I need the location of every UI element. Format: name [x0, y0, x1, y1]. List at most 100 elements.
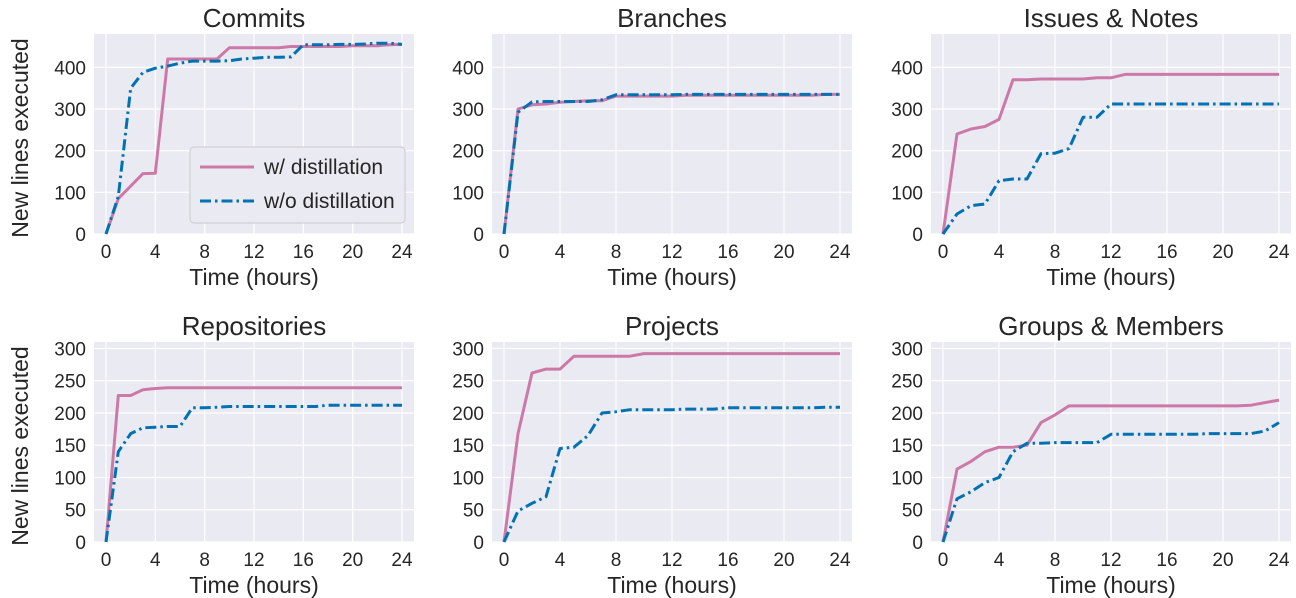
x-tick-label: 0 [101, 550, 112, 571]
x-tick-label: 4 [150, 242, 161, 263]
x-tick-label: 20 [342, 242, 363, 263]
y-tick-label: 200 [891, 142, 923, 163]
y-tick-label: 50 [65, 501, 86, 522]
x-tick-label: 24 [391, 242, 413, 263]
y-tick-label: 0 [912, 533, 923, 554]
chart-title: Repositories [182, 311, 327, 341]
x-tick-label: 4 [994, 242, 1005, 263]
x-axis-label: Time (hours) [607, 264, 737, 290]
series-line-without-distillation [104, 41, 403, 235]
y-tick-label: 200 [891, 404, 923, 425]
legend-label-with-distillation: w/ distillation [263, 156, 383, 179]
y-tick-label: 100 [891, 183, 923, 204]
x-tick-label: 20 [773, 242, 794, 263]
y-tick-label: 250 [54, 372, 86, 393]
legend-label-without-distillation: w/o distillation [263, 190, 395, 213]
y-tick-label: 150 [891, 436, 923, 457]
x-tick-label: 0 [938, 242, 949, 263]
x-tick-label: 16 [293, 242, 314, 263]
x-tick-label: 4 [555, 550, 566, 571]
y-tick-label: 300 [54, 100, 86, 121]
y-tick-label: 400 [891, 58, 923, 79]
y-tick-label: 300 [54, 339, 86, 360]
x-tick-label: 12 [1100, 550, 1121, 571]
series-line-with-distillation [104, 386, 402, 543]
series-line-without-distillation [502, 405, 840, 543]
x-tick-label: 16 [1156, 242, 1177, 263]
x-tick-label: 12 [243, 550, 264, 571]
y-tick-label: 100 [54, 468, 86, 489]
x-tick-label: 4 [994, 550, 1005, 571]
x-tick-label: 20 [773, 550, 794, 571]
chart-title: Issues & Notes [1024, 3, 1199, 33]
x-axis-label: Time (hours) [607, 572, 737, 598]
x-axis-label: Time (hours) [189, 264, 319, 290]
series-line-with-distillation [941, 398, 1280, 543]
x-axis-label: Time (hours) [1046, 572, 1176, 598]
chart-panel-2: 0 4 8 12 16 20 24 0 100 200 300 400 Branches Time (ho… [452, 3, 852, 290]
series-line-without-distillation [104, 403, 402, 543]
x-axis-label: Time (hours) [1046, 264, 1176, 290]
series-line-without-distillation [941, 102, 1279, 235]
x-tick-label: 0 [101, 242, 112, 263]
y-tick-label: 200 [54, 404, 86, 425]
x-tick-label: 8 [611, 242, 622, 263]
chart-panel-6: 0 4 8 12 16 20 24 0 50 100 150 200 250 300 Groups & Me… [891, 311, 1291, 598]
chart-title: Branches [617, 3, 727, 33]
chart-panel-4: 0 4 8 12 16 20 24 0 50 100 150 200 250 300 Repositorie… [7, 311, 414, 598]
x-tick-label: 16 [1156, 550, 1177, 571]
y-axis-label: New lines executed [7, 346, 33, 545]
y-tick-label: 200 [452, 142, 484, 163]
y-tick-label: 150 [54, 436, 86, 457]
series-line-without-distillation [502, 92, 840, 235]
x-tick-label: 24 [1268, 242, 1290, 263]
y-tick-label: 100 [891, 468, 923, 489]
chart-title: Groups & Members [998, 311, 1223, 341]
y-tick-label: 0 [912, 225, 923, 246]
x-tick-label: 24 [829, 550, 851, 571]
x-tick-label: 4 [555, 242, 566, 263]
x-tick-label: 8 [199, 550, 210, 571]
y-tick-label: 100 [452, 468, 484, 489]
x-tick-label: 12 [1100, 242, 1121, 263]
x-tick-label: 12 [661, 550, 682, 571]
x-tick-label: 20 [1212, 550, 1233, 571]
series-line-with-distillation [941, 72, 1279, 235]
x-tick-label: 16 [717, 242, 738, 263]
x-axis-label: Time (hours) [189, 572, 319, 598]
y-tick-label: 400 [54, 58, 86, 79]
x-tick-label: 4 [150, 550, 161, 571]
legend: w/ distillation w/o distillation [189, 146, 406, 224]
x-tick-label: 16 [293, 550, 314, 571]
y-tick-label: 0 [473, 533, 484, 554]
x-tick-label: 24 [391, 550, 413, 571]
y-tick-label: 200 [54, 142, 86, 163]
x-tick-label: 24 [1268, 550, 1290, 571]
y-tick-label: 300 [891, 100, 923, 121]
series-line-with-distillation [104, 42, 403, 235]
x-tick-label: 0 [938, 550, 949, 571]
y-tick-label: 250 [891, 372, 923, 393]
x-tick-label: 16 [717, 550, 738, 571]
x-tick-label: 0 [499, 242, 510, 263]
chart-panel-3: 0 4 8 12 16 20 24 0 100 200 300 400 Issues & Notes Ti… [891, 3, 1291, 290]
y-tick-label: 100 [452, 183, 484, 204]
x-tick-label: 8 [611, 550, 622, 571]
y-tick-label: 50 [902, 501, 923, 522]
y-tick-label: 250 [452, 372, 484, 393]
y-tick-label: 300 [452, 339, 484, 360]
chart-title: Projects [625, 311, 719, 341]
y-tick-label: 300 [452, 100, 484, 121]
y-tick-label: 0 [75, 533, 86, 554]
x-tick-label: 20 [342, 550, 363, 571]
y-tick-label: 150 [452, 436, 484, 457]
y-tick-label: 0 [473, 225, 484, 246]
x-tick-label: 8 [1050, 550, 1061, 571]
series-line-with-distillation [502, 352, 840, 543]
y-tick-label: 100 [54, 183, 86, 204]
chart-panel-1: 0 4 8 12 16 20 24 0 100 200 300 400 Commits Time (hou… [7, 3, 414, 290]
y-tick-label: 50 [463, 501, 484, 522]
x-tick-label: 24 [829, 242, 851, 263]
x-tick-label: 12 [661, 242, 682, 263]
